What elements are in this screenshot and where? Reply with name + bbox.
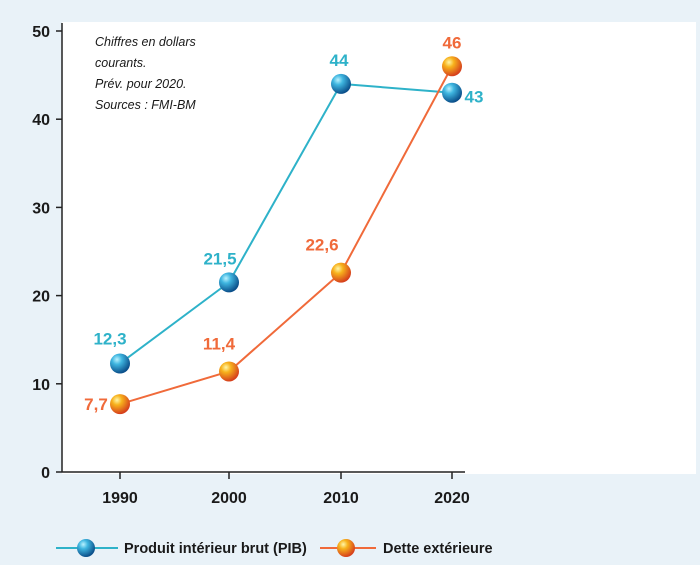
data-point-pib <box>442 82 462 103</box>
data-point-dette <box>219 361 239 382</box>
series-line-pib <box>119 82 453 365</box>
legend-label-pib: Produit intérieur brut (PIB) <box>124 541 307 557</box>
note-line-1: Chiffres en dollars <box>95 35 196 49</box>
note-line-2: courants. <box>95 56 146 70</box>
plot-background <box>62 22 696 474</box>
series-lines <box>119 65 453 406</box>
data-point-dette <box>110 394 130 415</box>
legend-label-dette: Dette extérieure <box>383 541 493 557</box>
data-point-pib <box>110 353 130 374</box>
y-tick-label: 40 <box>32 112 50 129</box>
data-point-pib <box>331 73 351 94</box>
data-point-pib <box>219 272 239 293</box>
orange-ball-icon <box>337 539 355 557</box>
note-line-4: Sources : FMI-BM <box>95 98 196 112</box>
data-labels: 12,3 21,5 44 43 7,7 11,4 22,6 46 <box>84 33 483 414</box>
data-label-pib: 43 <box>465 88 484 107</box>
data-label-dette: 7,7 <box>84 395 108 414</box>
x-tick-label: 2000 <box>211 490 247 507</box>
axes: 0 10 20 30 40 50 1990 2000 2010 2020 <box>32 23 470 507</box>
note-line-3: Prév. pour 2020. <box>95 77 187 91</box>
y-tick-label: 30 <box>32 200 50 217</box>
data-label-dette: 46 <box>443 33 462 52</box>
x-tick-label: 2020 <box>434 490 470 507</box>
data-point-dette <box>331 262 351 283</box>
y-tick-label: 0 <box>41 465 50 482</box>
data-label-pib: 12,3 <box>93 330 126 349</box>
series-markers <box>110 56 462 415</box>
data-label-dette: 22,6 <box>305 236 338 255</box>
blue-ball-icon <box>77 539 95 557</box>
y-tick-label: 20 <box>32 289 50 306</box>
y-tick-label: 10 <box>32 377 50 394</box>
x-tick-label: 2010 <box>323 490 359 507</box>
data-label-pib: 44 <box>330 51 349 70</box>
x-tick-label: 1990 <box>102 490 138 507</box>
series-line-dette <box>119 65 453 406</box>
source-note: Chiffres en dollars courants. Prév. pour… <box>95 35 196 112</box>
y-tick-label: 50 <box>32 24 50 41</box>
data-label-pib: 21,5 <box>203 249 236 268</box>
data-label-dette: 11,4 <box>203 334 236 353</box>
legend: Produit intérieur brut (PIB) Dette extér… <box>56 539 493 557</box>
data-point-dette <box>442 56 462 77</box>
